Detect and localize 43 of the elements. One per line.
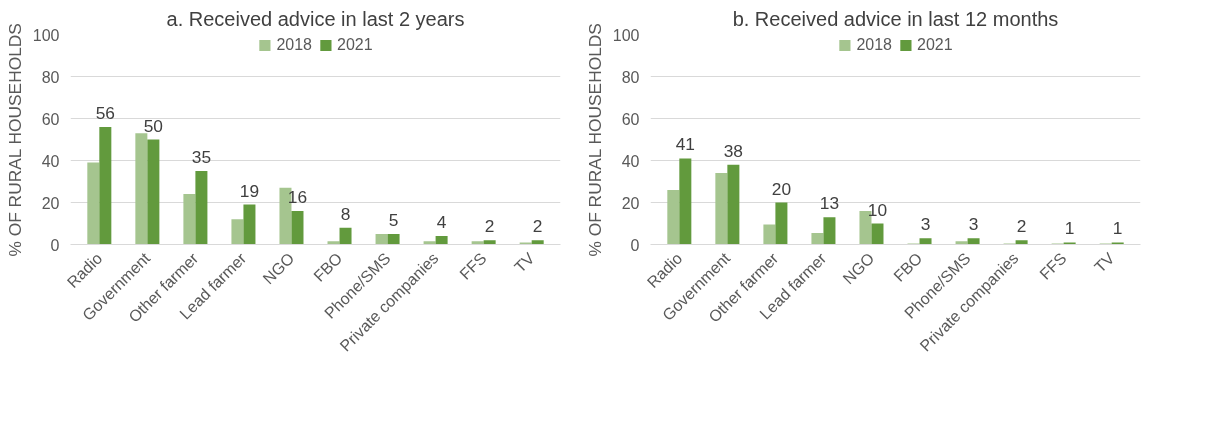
x-tick-label: FFS bbox=[456, 249, 490, 283]
y-tick-label: 60 bbox=[41, 110, 60, 128]
y-tick-label: 0 bbox=[630, 236, 640, 254]
y-tick-label: 0 bbox=[50, 236, 60, 254]
data-label: 1 bbox=[1112, 218, 1123, 239]
data-label: 3 bbox=[920, 214, 931, 235]
data-label: 2 bbox=[532, 216, 543, 237]
data-label: 8 bbox=[340, 203, 351, 224]
y-tick-label: 60 bbox=[621, 110, 640, 128]
y-tick-label: 100 bbox=[32, 26, 60, 44]
y-tick-label: 40 bbox=[621, 152, 640, 170]
data-label: 5 bbox=[388, 210, 399, 230]
y-tick-label: 80 bbox=[621, 68, 640, 86]
data-label: 3 bbox=[968, 214, 979, 235]
legend-label: 2018 bbox=[856, 36, 892, 54]
data-label: 19 bbox=[239, 180, 260, 201]
data-label: 50 bbox=[143, 115, 164, 136]
legend-label: 2018 bbox=[276, 36, 312, 54]
y-tick-label: 80 bbox=[41, 68, 60, 86]
legend-label: 2021 bbox=[337, 36, 373, 54]
data-label: 2 bbox=[1016, 216, 1027, 237]
data-label: 13 bbox=[819, 193, 840, 214]
data-label: 38 bbox=[723, 140, 744, 161]
data-label: 4 bbox=[436, 212, 447, 233]
data-label: 1 bbox=[1064, 218, 1075, 239]
y-tick-label: 100 bbox=[612, 26, 640, 44]
x-tick-label: TV bbox=[511, 249, 538, 276]
y-tick-label: 40 bbox=[41, 152, 60, 170]
legend-label: 2021 bbox=[917, 36, 953, 54]
y-axis-title: % OF RURAL HOUSEHOLDS bbox=[584, 23, 605, 257]
data-label: 41 bbox=[675, 134, 695, 155]
y-tick-label: 20 bbox=[41, 194, 60, 212]
data-label: 56 bbox=[95, 102, 115, 123]
data-label: 20 bbox=[771, 178, 792, 199]
x-tick-label: FFS bbox=[1036, 249, 1070, 283]
data-label: 2 bbox=[484, 216, 495, 237]
x-tick-label: TV bbox=[1091, 249, 1118, 276]
y-tick-label: 20 bbox=[621, 194, 640, 212]
data-label: 10 bbox=[867, 199, 888, 220]
chart-title: a. Received advice in last 2 years bbox=[166, 7, 465, 30]
chart-title: b. Received advice in last 12 months bbox=[732, 7, 1059, 30]
y-axis-title: % OF RURAL HOUSEHOLDS bbox=[4, 23, 25, 257]
data-label: 35 bbox=[191, 147, 212, 167]
